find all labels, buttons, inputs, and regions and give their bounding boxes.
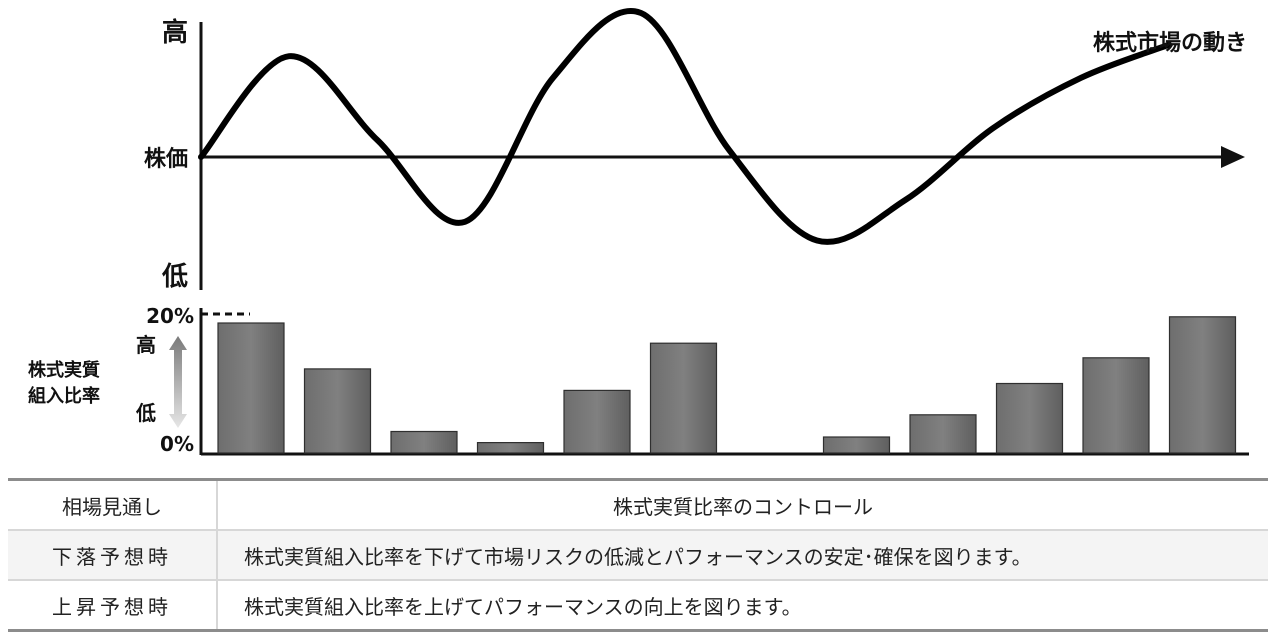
series-label: 株式市場の動き: [1093, 30, 1247, 56]
ytick-bottom-label: 0%: [160, 432, 194, 456]
header-control: 株式実質比率のコントロール: [217, 478, 1268, 530]
allocation-bar-9: [909, 414, 977, 454]
scale-low-label: 低: [135, 401, 156, 425]
y-low-label: 低: [161, 262, 188, 292]
market-chart: 高 株価 低 株式市場の動き 20% 0% 高 低 株式実質 組入比率: [28, 8, 1249, 456]
bar-group: [217, 316, 1237, 454]
row-control-down: 株式実質組入比率を下げて市場リスクの低減とパフォーマンスの安定･確保を図ります。: [217, 529, 1268, 580]
header-outlook: 相場見通し: [8, 478, 218, 530]
table-header-row: 相場見通し 株式実質比率のコントロール: [8, 478, 1268, 530]
allocation-bar-5: [563, 389, 631, 454]
allocation-bar-1: [217, 322, 285, 454]
allocation-bar-2: [303, 368, 372, 454]
allocation-bar-11: [1082, 357, 1150, 454]
scale-high-label: 高: [136, 333, 156, 357]
bar-ylabel-line1: 株式実質: [28, 359, 100, 381]
table-row: 下落予想時 株式実質組入比率を下げて市場リスクの低減とパフォーマンスの安定･確保…: [8, 529, 1268, 580]
x-axis-arrowhead: [1221, 146, 1245, 168]
allocation-bar-8: [822, 436, 891, 454]
bar-ylabel-line2: 組入比率: [28, 385, 100, 407]
row-outlook-up: 上昇予想時: [8, 579, 218, 632]
ytick-top-label: 20%: [146, 304, 194, 328]
strategy-table: 相場見通し 株式実質比率のコントロール 下落予想時 株式実質組入比率を下げて市場…: [8, 478, 1268, 632]
allocation-bar-12: [1168, 316, 1237, 454]
allocation-bar-4: [476, 442, 545, 454]
row-control-up: 株式実質組入比率を上げてパフォーマンスの向上を図ります。: [217, 579, 1268, 632]
y-mid-label: 株価: [144, 147, 188, 172]
row-outlook-down: 下落予想時: [8, 529, 218, 580]
stock-price-line: [198, 8, 1172, 245]
allocation-bar-3: [390, 430, 458, 454]
y-high-label: 高: [162, 17, 188, 48]
table-row: 上昇予想時 株式実質組入比率を上げてパフォーマンスの向上を図ります。: [8, 579, 1268, 632]
allocation-bar-10: [995, 382, 1064, 454]
allocation-bar-6: [649, 342, 718, 454]
high-low-double-arrow: [169, 336, 187, 428]
